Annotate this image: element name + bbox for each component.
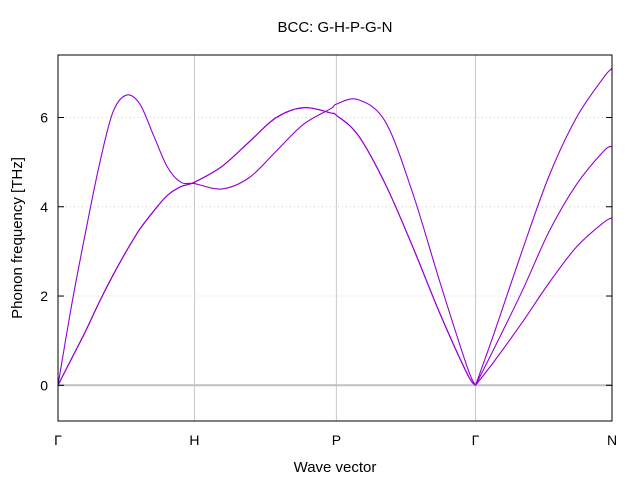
y-axis-label: Phonon frequency [THz] [9,157,26,319]
x-tick-label: H [189,432,199,448]
chart-title: BCC: G-H-P-G-N [278,19,393,36]
grid-layer [58,55,612,421]
phonon-band-line-5 [475,145,613,386]
y-tick-label: 4 [40,199,48,215]
plot-frame [57,54,613,422]
x-tick-label: N [607,432,617,448]
y-tick-label: 0 [40,377,48,393]
x-axis-label: Wave vector [294,459,377,476]
phonon-band-line-3 [57,94,477,386]
phonon-band-line-4 [475,217,613,386]
phonon-band-line-6 [475,67,613,386]
y-tick-label: 6 [40,109,48,125]
x-tick-label: Γ [54,432,62,448]
y-tick-label: 2 [40,288,48,304]
x-tick-label: Γ [472,432,480,448]
x-tick-label: P [332,432,341,448]
phonon-band-line-2 [57,107,476,386]
tick-layer: 0 2 4 6 Γ H P Γ N [40,109,617,448]
series-layer [57,67,613,386]
